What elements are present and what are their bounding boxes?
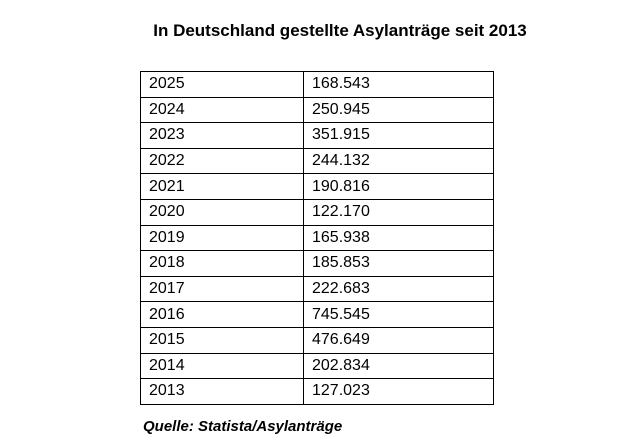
year-cell: 2018: [140, 250, 304, 277]
table-row: 2018 185.853: [140, 250, 494, 277]
year-cell: 2017: [140, 275, 304, 303]
year-cell: 2024: [140, 96, 304, 124]
count-cell: 168.543: [303, 71, 494, 98]
table-row: 2023 351.915: [140, 122, 494, 149]
year-cell: 2021: [140, 173, 304, 200]
table-row: 2014 202.834: [140, 352, 494, 380]
table-row: 2017 222.683: [140, 275, 494, 303]
source-note: Quelle: Statista/Asylanträge: [143, 418, 343, 435]
table-row: 2021 190.816: [140, 173, 494, 200]
count-cell: 165.938: [303, 224, 494, 252]
year-cell: 2014: [140, 352, 304, 380]
count-cell: 185.853: [303, 250, 494, 277]
table-row: 2020 122.170: [140, 198, 494, 226]
table-row: 2016 745.545: [140, 301, 494, 328]
table-row: 2019 165.938: [140, 224, 494, 252]
table-row: 2015 476.649: [140, 326, 494, 354]
table-row: 2022 244.132: [140, 147, 494, 175]
count-cell: 244.132: [303, 147, 494, 175]
count-cell: 222.683: [303, 275, 494, 303]
table-row: 2024 250.945: [140, 96, 494, 124]
count-cell: 250.945: [303, 96, 494, 124]
year-cell: 2013: [140, 378, 304, 405]
count-cell: 476.649: [303, 326, 494, 354]
title: In Deutschland gestellte Asylanträge sei…: [153, 21, 527, 40]
count-cell: 745.545: [303, 301, 494, 328]
year-cell: 2019: [140, 224, 304, 252]
table-row: 2025 168.543: [140, 71, 494, 98]
table-row: 2013 127.023: [140, 378, 494, 405]
year-cell: 2025: [140, 71, 304, 98]
count-cell: 351.915: [303, 122, 494, 149]
year-cell: 2023: [140, 122, 304, 149]
count-cell: 122.170: [303, 198, 494, 226]
count-cell: 127.023: [303, 378, 494, 405]
year-cell: 2022: [140, 147, 304, 175]
data-table: 2025 168.543 2024 250.945 2023 351.915 2022 244…: [140, 71, 494, 405]
count-cell: 190.816: [303, 173, 494, 200]
year-cell: 2015: [140, 326, 304, 354]
year-cell: 2016: [140, 301, 304, 328]
year-cell: 2020: [140, 198, 304, 226]
count-cell: 202.834: [303, 352, 494, 380]
